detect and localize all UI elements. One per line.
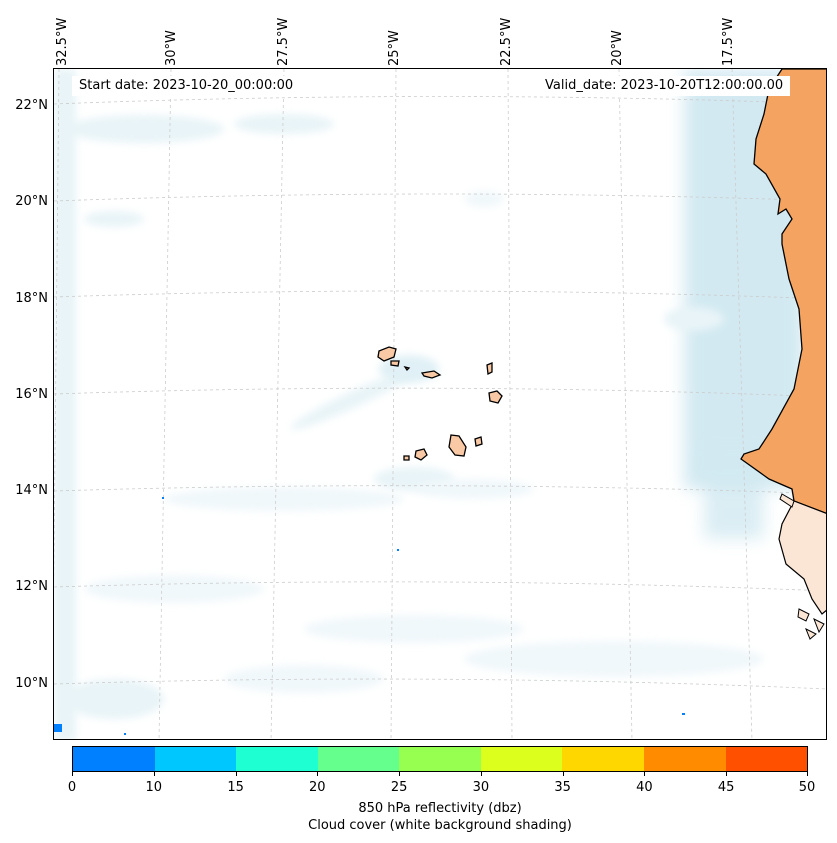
colorbar-tick-mark	[562, 772, 564, 776]
colorbar-tick-mark	[399, 772, 401, 776]
sal-island	[486, 362, 493, 375]
latitude-label: 12°N	[15, 579, 48, 594]
valid-date-label: Valid_date: 2023-10-20T12:00:00.00	[538, 76, 791, 96]
map-panel	[53, 68, 827, 740]
colorbar-tick-mark	[72, 772, 73, 776]
sao-vicente-island	[390, 360, 400, 367]
africa-coastline	[740, 69, 826, 640]
colorbar-tick-label: 15	[227, 780, 244, 795]
longitude-label: 22.5°W	[499, 17, 514, 66]
colorbar-segment	[643, 747, 726, 771]
colorbar-tick-mark	[726, 772, 728, 776]
colorbar-segment	[73, 747, 155, 771]
colorbar-tick-mark	[644, 772, 646, 776]
reflectivity-echoes	[54, 497, 685, 735]
latitude-label: 22°N	[15, 98, 48, 113]
colorbar-segment	[154, 747, 237, 771]
colorbar-tick-label: 35	[554, 780, 571, 795]
maio-island	[474, 436, 483, 447]
santo-antao-island	[377, 346, 397, 362]
colorbar-subtitle: Cloud cover (white background shading)	[308, 818, 572, 833]
colorbar-tick-label: 0	[67, 780, 77, 795]
africa-land	[740, 69, 826, 514]
colorbar-segment	[725, 747, 808, 771]
cloud-cover-shading	[54, 69, 804, 739]
longitude-label: 17.5°W	[721, 17, 736, 66]
colorbar-tick-label: 45	[717, 780, 735, 795]
guinea-bissau-coast	[778, 500, 826, 615]
start-date-label: Start date: 2023-10-20_00:00:00	[72, 76, 301, 96]
boa-vista-island	[488, 390, 503, 404]
bissagos-islands	[797, 608, 825, 640]
gambia-inlet	[779, 493, 795, 508]
colorbar-segment	[480, 747, 563, 771]
colorbar-tick-mark	[153, 772, 155, 776]
longitude-label: 32.5°W	[55, 17, 70, 66]
colorbar-segment	[317, 747, 400, 771]
sao-nicolau-island	[420, 370, 442, 379]
colorbar-segment	[236, 747, 318, 771]
longitude-label: 20°W	[610, 30, 625, 66]
colorbar-segment	[562, 747, 644, 771]
colorbar-tick-label: 20	[309, 780, 326, 795]
colorbar-tick-label: 40	[636, 780, 653, 795]
colorbar-tick-label: 50	[798, 780, 816, 795]
colorbar-tick-label: 25	[390, 780, 408, 795]
latitude-label: 16°N	[15, 387, 48, 402]
cape-verde-islands	[377, 346, 503, 461]
longitude-label: 25°W	[387, 30, 402, 66]
colorbar-tick-mark	[235, 772, 237, 776]
colorbar-tick-mark	[317, 772, 319, 776]
santiago-island	[448, 434, 467, 457]
map-canvas	[54, 69, 826, 739]
colorbar-tick-mark	[480, 772, 482, 776]
brava-island	[403, 455, 410, 461]
reflectivity-colorbar	[72, 746, 808, 772]
colorbar-tick-mark	[807, 772, 808, 776]
latitude-label: 18°N	[15, 291, 48, 306]
latitude-label: 20°N	[15, 194, 48, 209]
colorbar-tick-label: 10	[145, 780, 163, 795]
colorbar-segment	[399, 747, 481, 771]
longitude-label: 30°W	[164, 30, 179, 66]
latitude-label: 10°N	[15, 676, 48, 691]
colorbar-tick-label: 30	[472, 780, 490, 795]
longitude-label: 27.5°W	[276, 17, 291, 66]
latitude-label: 14°N	[15, 483, 48, 498]
colorbar-title: 850 hPa reflectivity (dbz)	[358, 801, 522, 816]
fogo-island	[414, 448, 428, 461]
santa-luzia-island	[403, 365, 411, 372]
graticule	[54, 69, 826, 739]
